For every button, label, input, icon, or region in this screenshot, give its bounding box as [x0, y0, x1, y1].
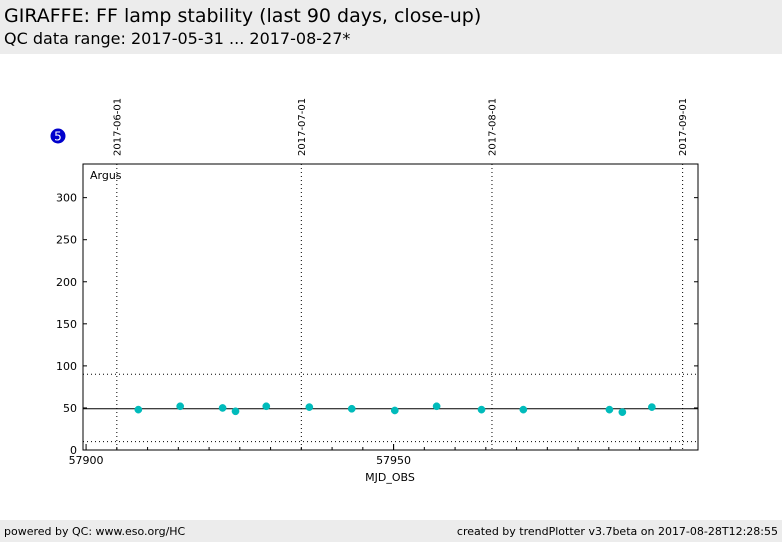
data-point	[519, 405, 528, 414]
data-point	[477, 405, 486, 414]
y-tick-label: 200	[56, 276, 77, 289]
footer-powered-by: powered by QC: www.eso.org/HC	[4, 525, 186, 538]
data-point	[390, 406, 399, 415]
y-tick-label: 150	[56, 318, 77, 331]
x-axis-label: MJD_OBS	[365, 471, 415, 484]
x-tick-label: 57900	[69, 454, 104, 467]
data-point	[176, 402, 185, 411]
data-point	[347, 404, 356, 413]
y-tick-label: 300	[56, 192, 77, 205]
data-point	[648, 403, 656, 411]
y-tick-label: 100	[56, 360, 77, 373]
page-subtitle: QC data range: 2017-05-31 ... 2017-08-27…	[4, 29, 351, 48]
date-marker-label: 2017-07-01	[297, 98, 308, 156]
count-badge-label: 5	[54, 130, 62, 144]
y-tick-label: 50	[63, 402, 77, 415]
count-badge: 5	[49, 127, 67, 145]
x-tick-label: 57950	[376, 454, 411, 467]
page-title: GIRAFFE: FF lamp stability (last 90 days…	[4, 5, 482, 27]
plot-frame	[82, 163, 699, 451]
data-point	[262, 402, 271, 411]
date-marker-label: 2017-06-01	[112, 98, 123, 156]
footer-bar: powered by QC: www.eso.org/HC created by…	[0, 520, 782, 542]
date-marker-label: 2017-09-01	[678, 98, 689, 156]
data-point	[605, 405, 614, 414]
data-point	[618, 408, 627, 416]
panel-label: Argus	[90, 169, 122, 182]
y-tick-label: 0	[70, 444, 77, 457]
data-point	[305, 403, 314, 411]
header-bar: GIRAFFE: FF lamp stability (last 90 days…	[0, 0, 782, 54]
data-point	[231, 407, 240, 416]
date-marker-label: 2017-08-01	[487, 98, 498, 156]
data-point	[134, 405, 143, 414]
y-tick-label: 250	[56, 234, 77, 247]
data-point	[218, 404, 227, 412]
count-badge-circle	[49, 127, 67, 145]
footer-created-by: created by trendPlotter v3.7beta on 2017…	[456, 525, 778, 538]
data-point	[432, 402, 441, 411]
